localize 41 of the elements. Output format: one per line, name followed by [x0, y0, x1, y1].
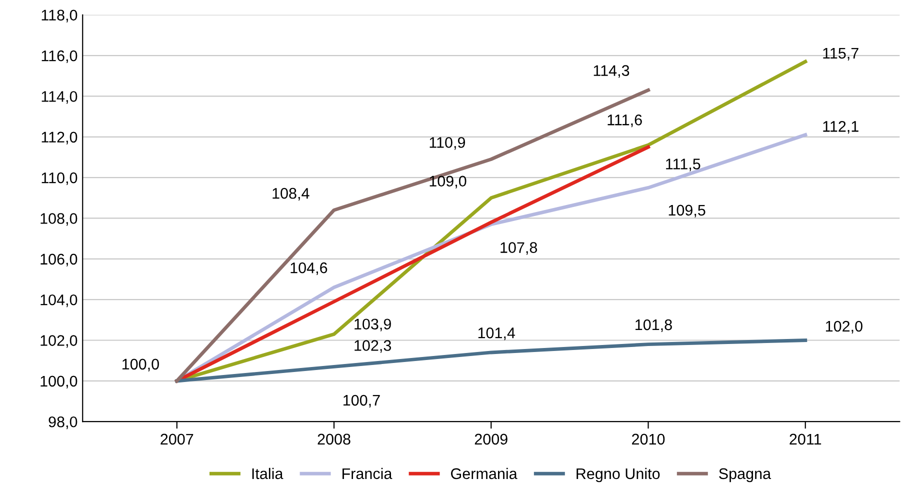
- data-label: 104,6: [290, 262, 328, 276]
- y-tick-label: 114,0: [42, 91, 78, 104]
- y-tick-label: 104,0: [40, 294, 78, 308]
- y-tick-label: 112,0: [42, 132, 78, 144]
- y-tick-label: 102,0: [40, 335, 78, 348]
- data-label: 111,5: [666, 158, 700, 172]
- y-tick-label: 118,0: [42, 10, 78, 22]
- x-tick-label: 2007: [160, 434, 194, 445]
- y-tick-label: 110,0: [42, 172, 78, 186]
- y-tick-label: 108,0: [40, 213, 78, 226]
- x-tick-label: 2011: [790, 434, 822, 445]
- data-label: 114,3: [594, 65, 630, 78]
- data-label: 100,7: [344, 394, 380, 408]
- data-label: 111,6: [608, 114, 642, 128]
- x-tick-label: 2008: [318, 434, 350, 445]
- data-label: 115,7: [823, 48, 858, 60]
- line-series: [175, 338, 808, 383]
- line-series: [175, 133, 808, 383]
- y-tick-label: 98,0: [48, 416, 78, 430]
- data-label: 109,0: [430, 176, 466, 188]
- data-label: 103,9: [354, 318, 391, 332]
- legend-label: Germania: [451, 468, 518, 480]
- data-label: 108,4: [272, 188, 310, 201]
- data-label: 109,5: [668, 204, 706, 218]
- data-label: 101,8: [636, 319, 672, 332]
- data-label: 102,0: [826, 320, 862, 334]
- legend-label: Regno Unito: [576, 468, 660, 482]
- legend-label: Spagna: [719, 468, 772, 482]
- x-tick-label: 2010: [632, 434, 665, 445]
- y-tick-label: 106,0: [40, 254, 78, 266]
- y-tick-label: 100,0: [40, 376, 78, 388]
- data-label: 112,1: [823, 121, 858, 134]
- data-label: 110,9: [430, 137, 466, 150]
- data-label: 102,3: [354, 340, 392, 353]
- x-tick-label: 2009: [474, 434, 508, 445]
- data-label: 100,0: [122, 358, 159, 372]
- y-tick-label: 116,0: [42, 50, 78, 64]
- data-label: 107,8: [500, 242, 538, 255]
- legend-label: Italia: [252, 468, 284, 480]
- legend-label: Francia: [342, 468, 392, 480]
- data-label: 101,4: [478, 328, 516, 340]
